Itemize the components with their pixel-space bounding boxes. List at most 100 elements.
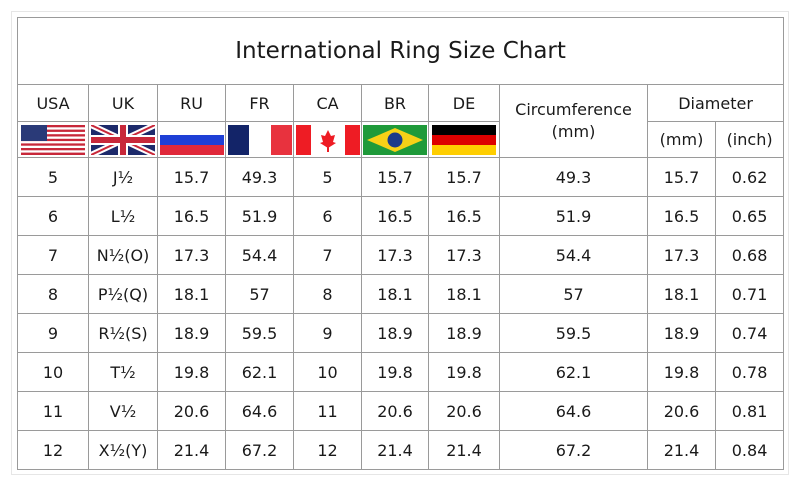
uk-flag-icon bbox=[91, 124, 155, 155]
brazil-flag-icon bbox=[363, 124, 427, 155]
table-cell: 12 bbox=[17, 430, 89, 470]
table-cell: T½ bbox=[88, 352, 158, 392]
usa-flag-icon bbox=[21, 124, 85, 155]
table-cell: 18.9 bbox=[361, 313, 429, 353]
table-row: 6 L½ 16.5 51.9 6 16.5 16.5 51.9 16.5 0.65 bbox=[17, 196, 785, 236]
table-cell: 18.1 bbox=[157, 274, 226, 314]
table-cell: 6 bbox=[17, 196, 89, 236]
table-cell: 18.9 bbox=[157, 313, 226, 353]
table-cell: 15.7 bbox=[428, 157, 500, 197]
table-row: 11 V½ 20.6 64.6 11 20.6 20.6 64.6 20.6 0.81 bbox=[17, 391, 785, 431]
table-cell: R½(S) bbox=[88, 313, 158, 353]
table-row: 10 T½ 19.8 62.1 10 19.8 19.8 62.1 19.8 0.78 bbox=[17, 352, 785, 392]
table-cell: 0.74 bbox=[714, 313, 785, 353]
table-cell: 18.1 bbox=[647, 274, 716, 314]
canada-flag-icon bbox=[295, 124, 360, 155]
table-cell: 59.5 bbox=[499, 313, 648, 353]
table-cell: 5 bbox=[17, 157, 89, 197]
france-flag-icon bbox=[227, 124, 292, 155]
table-cell: V½ bbox=[88, 391, 158, 431]
table-cell: 18.9 bbox=[428, 313, 500, 353]
table-cell: 0.84 bbox=[714, 430, 785, 470]
table-cell: 10 bbox=[17, 352, 89, 392]
table-cell: 20.6 bbox=[361, 391, 429, 431]
table-cell: 64.6 bbox=[225, 391, 294, 431]
table-cell: 62.1 bbox=[499, 352, 648, 392]
table-cell: 49.3 bbox=[225, 157, 294, 197]
table-cell: 0.65 bbox=[714, 196, 785, 236]
ring-size-table: International Ring Size Chart USA UK RU … bbox=[16, 17, 785, 470]
table-cell: 6 bbox=[293, 196, 362, 236]
table-cell: 18.1 bbox=[361, 274, 429, 314]
table-cell: 16.5 bbox=[361, 196, 429, 236]
table-cell: 15.7 bbox=[361, 157, 429, 197]
table-cell: 67.2 bbox=[225, 430, 294, 470]
table-cell: 19.8 bbox=[647, 352, 716, 392]
table-cell: 9 bbox=[293, 313, 362, 353]
table-cell: 21.4 bbox=[157, 430, 226, 470]
table-cell: L½ bbox=[88, 196, 158, 236]
table-cell: 19.8 bbox=[428, 352, 500, 392]
table-cell: 17.3 bbox=[428, 235, 500, 275]
table-cell: 18.1 bbox=[428, 274, 500, 314]
header-circumference: Circumference (mm) bbox=[499, 84, 648, 158]
table-cell: 19.8 bbox=[157, 352, 226, 392]
table-cell: P½(Q) bbox=[88, 274, 158, 314]
table-cell: 57 bbox=[225, 274, 294, 314]
header-diameter: Diameter bbox=[646, 84, 785, 122]
header-diameter-inch: (inch) bbox=[714, 121, 785, 158]
table-row: 9 R½(S) 18.9 59.5 9 18.9 18.9 59.5 18.9 0.74 bbox=[17, 313, 785, 353]
table-cell: 0.81 bbox=[714, 391, 785, 431]
header-fr: FR bbox=[225, 84, 294, 122]
table-cell: 21.4 bbox=[647, 430, 716, 470]
table-cell: 17.3 bbox=[647, 235, 716, 275]
table-cell: 62.1 bbox=[225, 352, 294, 392]
table-cell: 0.62 bbox=[714, 157, 785, 197]
table-cell: 9 bbox=[17, 313, 89, 353]
table-cell: 20.6 bbox=[157, 391, 226, 431]
table-cell: 15.7 bbox=[647, 157, 716, 197]
table-cell: 0.78 bbox=[714, 352, 785, 392]
table-cell: 8 bbox=[17, 274, 89, 314]
table-cell: 8 bbox=[293, 274, 362, 314]
table-cell: 59.5 bbox=[225, 313, 294, 353]
table-cell: 7 bbox=[17, 235, 89, 275]
table-cell: 57 bbox=[499, 274, 648, 314]
table-cell: 21.4 bbox=[361, 430, 429, 470]
table-cell: 15.7 bbox=[157, 157, 226, 197]
table-cell: 17.3 bbox=[361, 235, 429, 275]
table-cell: 10 bbox=[293, 352, 362, 392]
table-cell: 16.5 bbox=[428, 196, 500, 236]
table-cell: 11 bbox=[293, 391, 362, 431]
header-br: BR bbox=[361, 84, 429, 122]
page-frame bbox=[11, 11, 789, 475]
table-cell: N½(O) bbox=[88, 235, 158, 275]
header-ru: RU bbox=[157, 84, 226, 122]
table-row: 12 X½(Y) 21.4 67.2 12 21.4 21.4 67.2 21.4 0.84 bbox=[17, 430, 785, 470]
russia-flag-icon bbox=[159, 124, 224, 155]
table-cell: 54.4 bbox=[499, 235, 648, 275]
table-cell: 21.4 bbox=[428, 430, 500, 470]
table-cell: 0.68 bbox=[714, 235, 785, 275]
table-cell: 20.6 bbox=[428, 391, 500, 431]
germany-flag-icon bbox=[432, 124, 496, 155]
header-de: DE bbox=[428, 84, 500, 122]
table-cell: 16.5 bbox=[157, 196, 226, 236]
table-cell: 51.9 bbox=[499, 196, 648, 236]
table-row: 7 N½(O) 17.3 54.4 7 17.3 17.3 54.4 17.3 0.68 bbox=[17, 235, 785, 275]
table-cell: 54.4 bbox=[225, 235, 294, 275]
table-cell: 7 bbox=[293, 235, 362, 275]
header-usa: USA bbox=[17, 84, 89, 122]
table-cell: 17.3 bbox=[157, 235, 226, 275]
table-cell: 11 bbox=[17, 391, 89, 431]
table-cell: 0.71 bbox=[714, 274, 785, 314]
table-cell: 20.6 bbox=[647, 391, 716, 431]
table-cell: 18.9 bbox=[647, 313, 716, 353]
table-cell: J½ bbox=[88, 157, 158, 197]
table-row: 8 P½(Q) 18.1 57 8 18.1 18.1 57 18.1 0.71 bbox=[17, 274, 785, 314]
table-cell: 5 bbox=[293, 157, 362, 197]
table-cell: 16.5 bbox=[647, 196, 716, 236]
chart-title: International Ring Size Chart bbox=[16, 17, 785, 85]
table-cell: 67.2 bbox=[499, 430, 648, 470]
table-cell: 64.6 bbox=[499, 391, 648, 431]
